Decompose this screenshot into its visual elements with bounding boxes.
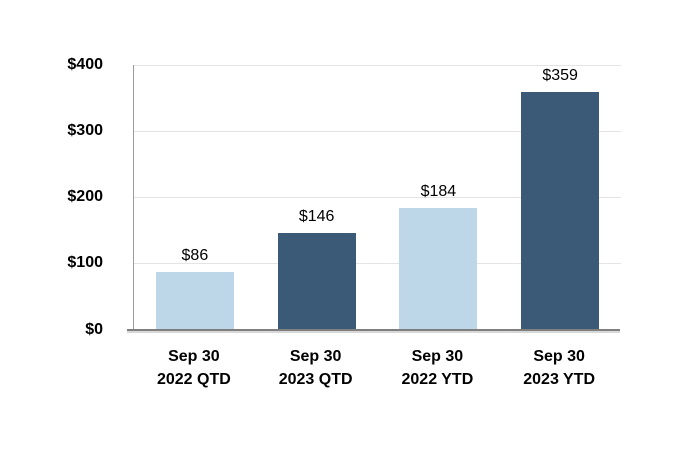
bar-group-sep30-2022-qtd: $86 bbox=[134, 65, 256, 329]
plot-area: $86 $146 $184 $359 bbox=[133, 65, 621, 329]
gridline-300 bbox=[134, 131, 621, 132]
bar-sep30-2022-ytd bbox=[399, 207, 478, 329]
bar-group-sep30-2023-ytd: $359 bbox=[499, 65, 621, 329]
x-axis-line bbox=[127, 329, 620, 331]
y-tick-label: $0 bbox=[85, 321, 103, 338]
x-tick-label: Sep 30 2023 QTD bbox=[278, 348, 353, 388]
bar-value-label: $146 bbox=[298, 207, 335, 225]
x-tick-label: Sep 30 2023 YTD bbox=[523, 348, 595, 388]
x-axis-labels: Sep 30 2022 QTD Sep 30 2023 QTD Sep 30 2… bbox=[133, 345, 620, 405]
x-tick-label: Sep 30 2022 QTD bbox=[156, 348, 231, 388]
bar-value-label: $184 bbox=[420, 182, 457, 200]
bar-sep30-2023-qtd bbox=[277, 232, 356, 329]
bar-value-label: $359 bbox=[542, 67, 578, 85]
gridline-400 bbox=[134, 65, 621, 66]
gridline-200 bbox=[134, 197, 621, 198]
y-tick-label: $100 bbox=[67, 254, 103, 271]
gridline-100 bbox=[134, 263, 621, 264]
x-tick-label: Sep 30 2022 YTD bbox=[401, 348, 474, 388]
bar-group-sep30-2022-ytd: $184 bbox=[378, 65, 500, 329]
y-tick-label: $200 bbox=[67, 188, 103, 205]
bar-sep30-2022-qtd bbox=[155, 272, 234, 329]
bar-group-sep30-2023-qtd: $146 bbox=[256, 65, 378, 329]
y-tick-label: $300 bbox=[67, 122, 103, 139]
bar-value-label: $86 bbox=[181, 247, 209, 265]
bar-sep30-2023-ytd bbox=[521, 92, 600, 329]
y-tick-label: $400 bbox=[67, 56, 103, 73]
